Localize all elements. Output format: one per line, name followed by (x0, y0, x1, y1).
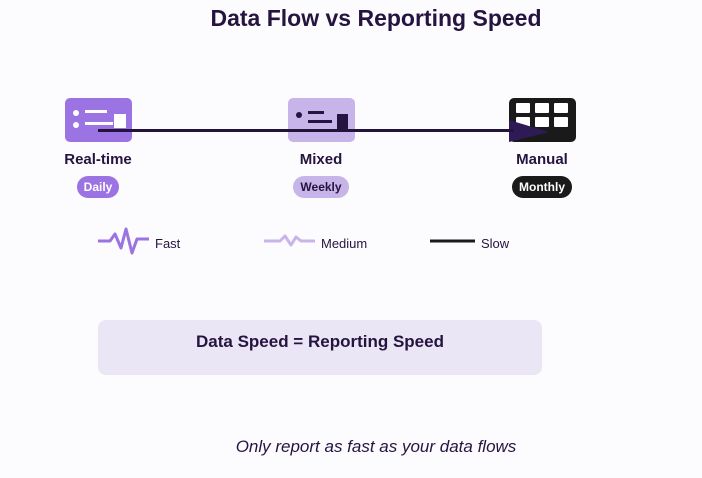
stage-label: Manual (516, 151, 568, 168)
stage-label: Mixed (299, 151, 343, 168)
zigzag-fast-icon (98, 226, 150, 261)
legend-label: Slow (481, 235, 510, 251)
flow-connector-line (98, 129, 514, 132)
mixed-report-icon (287, 98, 355, 142)
stage-mixed: Mixed Weekly (266, 98, 376, 198)
tagline: Only report as fast as your data flows (235, 437, 517, 456)
legend-item-medium: Medium (264, 228, 367, 258)
frequency-badge: Monthly (512, 176, 572, 198)
legend-item-slow: Slow (430, 228, 509, 258)
stage-label: Real-time (64, 151, 132, 168)
frequency-badge: Daily (76, 176, 120, 198)
zigzag-medium-icon (264, 226, 316, 261)
manual-grid-icon (508, 98, 576, 142)
page-title: Data Flow vs Reporting Speed (210, 5, 542, 31)
frequency-badge: Weekly (293, 176, 349, 198)
realtime-report-icon (64, 98, 132, 142)
legend-label: Fast (155, 235, 181, 251)
legend-label: Medium (321, 235, 368, 251)
summary-box: Data Speed = Reporting Speed (98, 320, 542, 375)
flat-line-slow-icon (430, 226, 476, 261)
stage-realtime: Real-time Daily (43, 98, 153, 198)
summary-text: Data Speed = Reporting Speed (196, 332, 444, 351)
legend-item-fast: Fast (98, 226, 181, 261)
stage-manual: Manual Monthly (487, 98, 597, 198)
